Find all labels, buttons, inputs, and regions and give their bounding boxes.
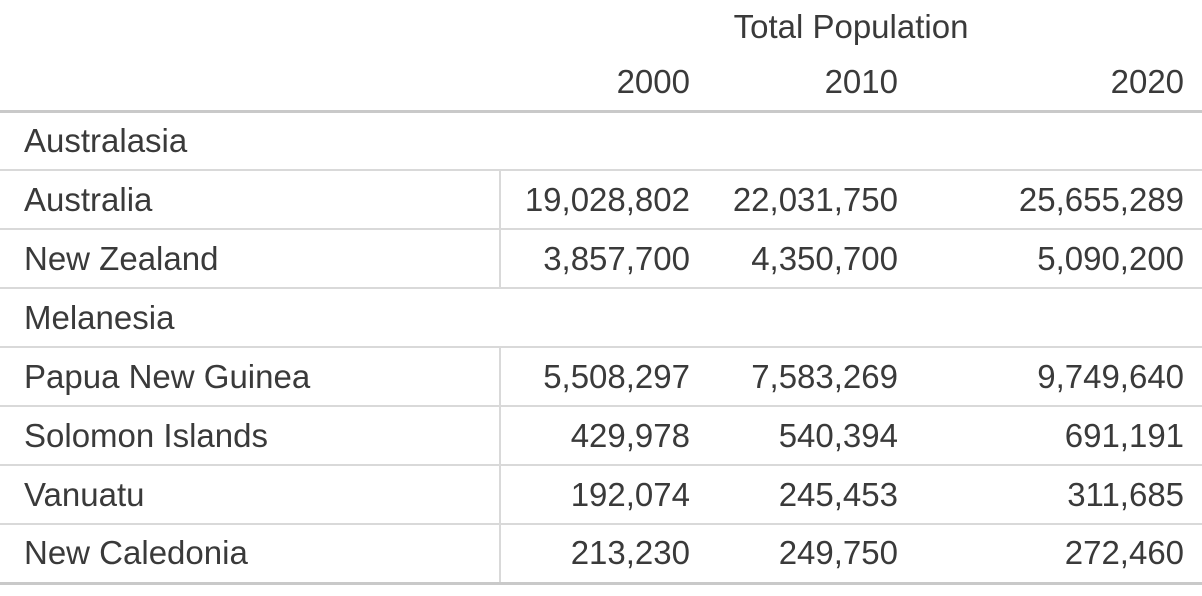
- region-group-row-melanesia: Melanesia: [0, 288, 1202, 348]
- year-column-header-2010: 2010: [695, 54, 903, 113]
- country-name-cell: Australia: [0, 170, 501, 230]
- table-body: Australasia Australia 19,028,802 22,031,…: [0, 111, 1202, 585]
- table-row-new-caledonia: New Caledonia 213,230 249,750 272,460: [0, 524, 1202, 585]
- table-row-new-zealand: New Zealand 3,857,700 4,350,700 5,090,20…: [0, 229, 1202, 289]
- population-value-cell: 25,655,289: [903, 170, 1202, 230]
- region-group-label: Australasia: [0, 111, 1202, 171]
- population-value-cell: 540,394: [695, 406, 903, 466]
- population-value-cell: 691,191: [903, 406, 1202, 466]
- year-header-row: 2000 2010 2020: [0, 54, 1202, 113]
- population-value-cell: 9,749,640: [903, 347, 1202, 407]
- table-row-vanuatu: Vanuatu 192,074 245,453 311,685: [0, 465, 1202, 525]
- population-value-cell: 22,031,750: [695, 170, 903, 230]
- table-row-papua-new-guinea: Papua New Guinea 5,508,297 7,583,269 9,7…: [0, 347, 1202, 407]
- title-row-spacer: [0, 0, 500, 54]
- country-name-cell: New Caledonia: [0, 524, 501, 585]
- population-value-cell: 5,090,200: [903, 229, 1202, 289]
- table-row-australia: Australia 19,028,802 22,031,750 25,655,2…: [0, 170, 1202, 230]
- population-value-cell: 4,350,700: [695, 229, 903, 289]
- table-header: Total Population 2000 2010 2020: [0, 0, 1202, 113]
- year-column-header-2020: 2020: [903, 54, 1202, 113]
- population-value-cell: 311,685: [903, 465, 1202, 525]
- year-row-spacer: [0, 54, 500, 113]
- population-value-cell: 19,028,802: [500, 170, 695, 230]
- population-value-cell: 3,857,700: [500, 229, 695, 289]
- population-value-cell: 249,750: [695, 524, 903, 585]
- country-name-cell: New Zealand: [0, 229, 501, 289]
- country-name-cell: Vanuatu: [0, 465, 501, 525]
- year-column-header-2000: 2000: [500, 54, 695, 113]
- table-title-row: Total Population: [0, 0, 1202, 54]
- table-row-solomon-islands: Solomon Islands 429,978 540,394 691,191: [0, 406, 1202, 466]
- region-group-label: Melanesia: [0, 288, 1202, 348]
- population-value-cell: 272,460: [903, 524, 1202, 585]
- population-value-cell: 7,583,269: [695, 347, 903, 407]
- country-name-cell: Papua New Guinea: [0, 347, 501, 407]
- table-title: Total Population: [733, 8, 969, 45]
- population-value-cell: 5,508,297: [500, 347, 695, 407]
- population-value-cell: 213,230: [500, 524, 695, 585]
- population-value-cell: 429,978: [500, 406, 695, 466]
- region-group-row-australasia: Australasia: [0, 111, 1202, 171]
- population-value-cell: 192,074: [500, 465, 695, 525]
- country-name-cell: Solomon Islands: [0, 406, 501, 466]
- population-value-cell: 245,453: [695, 465, 903, 525]
